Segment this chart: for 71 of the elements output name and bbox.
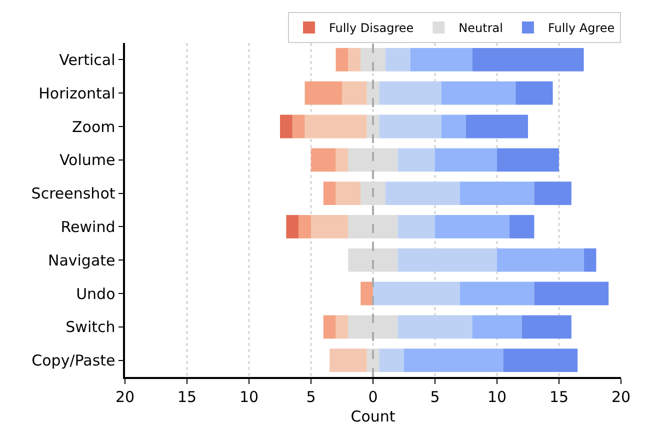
bar xyxy=(336,48,348,72)
bar xyxy=(435,148,497,172)
bar xyxy=(497,148,559,172)
bar xyxy=(509,215,534,238)
bar xyxy=(336,148,348,172)
legend-label: Fully Agree xyxy=(548,21,615,36)
bar xyxy=(534,182,572,205)
bar xyxy=(379,81,442,105)
x-tick-label: 20 xyxy=(611,388,631,406)
x-axis-title: Count xyxy=(350,407,396,426)
bar xyxy=(292,114,305,138)
y-tick-label: Screenshot xyxy=(31,184,116,203)
y-tick-label: Vertical xyxy=(59,50,116,69)
x-tick-label: 15 xyxy=(177,388,197,406)
bar xyxy=(398,315,472,339)
y-tick-label: Undo xyxy=(76,284,116,303)
x-tick-label: 10 xyxy=(487,388,507,406)
y-tick-label: Copy/Paste xyxy=(32,352,116,370)
bar xyxy=(460,182,534,205)
bar xyxy=(385,48,410,72)
x-tick-label: 5 xyxy=(430,388,440,406)
bar xyxy=(441,114,466,138)
bar xyxy=(379,348,404,372)
bar xyxy=(584,248,596,272)
y-tick-label: Rewind xyxy=(60,218,116,236)
bar xyxy=(398,248,497,272)
bar xyxy=(534,282,609,306)
y-tick-label: Navigate xyxy=(48,251,116,270)
bar xyxy=(410,48,472,72)
bar xyxy=(360,282,373,306)
bar xyxy=(311,215,348,238)
bar xyxy=(323,315,336,339)
bar xyxy=(516,81,553,105)
bar xyxy=(280,114,292,138)
legend-label: Neutral xyxy=(458,21,503,36)
bar xyxy=(404,348,504,372)
bar xyxy=(435,215,510,238)
bar xyxy=(472,315,522,339)
bar xyxy=(342,81,367,105)
bar xyxy=(336,182,361,205)
bar xyxy=(398,148,435,172)
bar xyxy=(286,215,299,238)
bar xyxy=(497,248,584,272)
x-tick-label: 5 xyxy=(306,388,316,406)
bar xyxy=(472,48,584,72)
bar xyxy=(336,315,348,339)
legend-label: Fully Disagree xyxy=(329,21,414,36)
bar xyxy=(330,348,367,372)
bar xyxy=(298,215,311,238)
bar xyxy=(348,48,361,72)
x-tick-label: 15 xyxy=(549,388,569,406)
bar xyxy=(441,81,516,105)
bar xyxy=(398,215,435,238)
y-tick-label: Zoom xyxy=(72,118,116,136)
bar xyxy=(522,315,572,339)
bar xyxy=(323,182,336,205)
x-tick-label: 0 xyxy=(368,388,378,406)
bar xyxy=(304,81,342,105)
bar xyxy=(385,182,460,205)
bar xyxy=(460,282,534,306)
bar xyxy=(373,282,460,306)
bar xyxy=(311,148,336,172)
bar xyxy=(304,114,367,138)
bar xyxy=(503,348,578,372)
x-tick-label: 20 xyxy=(115,388,135,406)
x-tick-label: 10 xyxy=(239,388,259,406)
y-tick-label: Switch xyxy=(66,318,116,336)
y-tick-label: Volume xyxy=(59,151,116,170)
y-tick-label: Horizontal xyxy=(38,84,116,102)
bar xyxy=(466,114,528,138)
bar xyxy=(379,114,442,138)
